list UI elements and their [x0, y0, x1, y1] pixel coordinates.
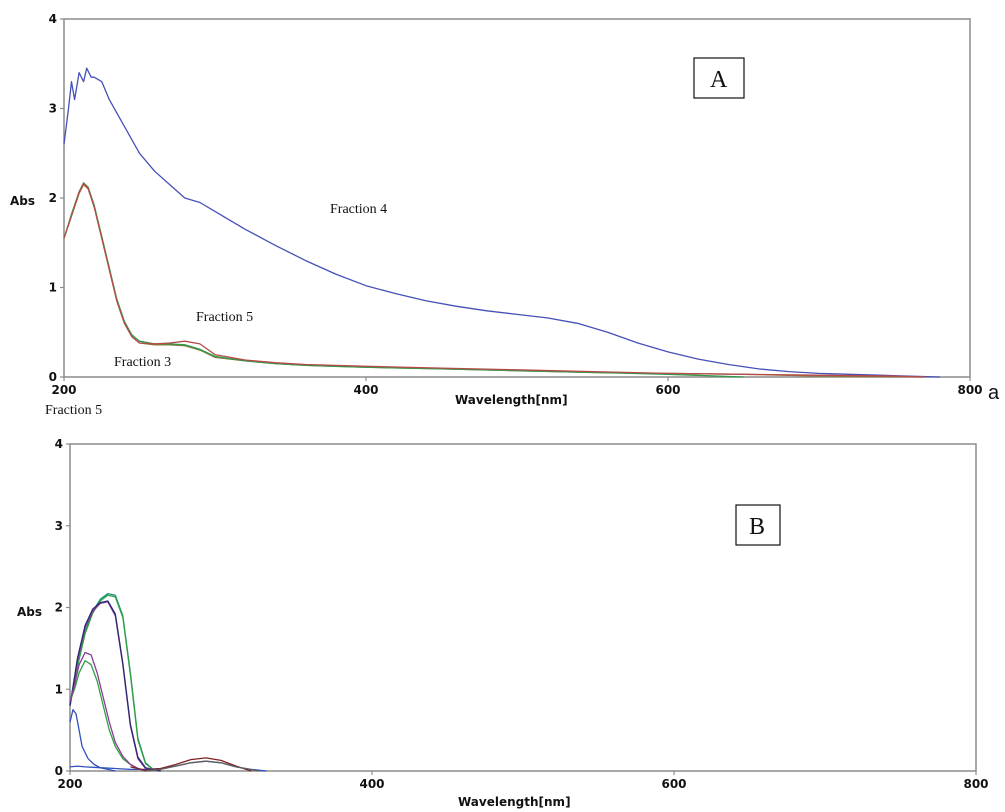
annotation-fraction-5-lower: Fraction 5: [45, 403, 102, 418]
panel-b-y-ticks: 0 1 2 3 4: [55, 437, 70, 778]
panel-a-y-tick-label: 4: [49, 12, 57, 26]
panel-a-y-tick-label: 0: [49, 370, 57, 384]
panel-a-y-ticks: 0 1 2 3 4: [49, 12, 64, 384]
panel-a-ylabel: Abs: [10, 194, 35, 208]
panel-b-y-tick-label: 2: [55, 601, 63, 615]
panel-b-series-line-6: [69, 651, 146, 772]
panel-a-series: [63, 67, 940, 378]
panel-b-y-tick-label: 0: [55, 764, 63, 778]
panel-a-y-tick-label: 1: [49, 281, 57, 295]
panel-a-x-tick-label: 600: [655, 383, 680, 397]
panel-a-series-line-1: [63, 67, 940, 378]
panel-b-series-line-2: [69, 594, 161, 772]
panel-a-letter: A: [710, 67, 728, 93]
panel-a-series-line-2: [63, 183, 925, 378]
panel-a-y-tick-label: 2: [49, 191, 57, 205]
panel-b-y-tick-label: 1: [55, 682, 63, 696]
annotation-fraction-5: Fraction 5: [196, 310, 253, 325]
panel-b-series-line-10: [145, 760, 259, 772]
panel-a-y-tick-label: 3: [49, 102, 57, 116]
panel-b-frame: [69, 443, 977, 772]
panel-b: 0 1 2 3 4 200 400 600 800 Abs Wavelength[nm] B: [17, 437, 989, 809]
annotation-fraction-4: Fraction 4: [330, 202, 387, 217]
panel-b-x-tick-label: 600: [661, 777, 686, 791]
panel-b-xlabel: Wavelength[nm]: [458, 795, 571, 809]
panel-b-series: [69, 592, 267, 772]
panel-b-letter: B: [749, 514, 765, 540]
panel-b-y-tick-label: 4: [55, 437, 63, 451]
panel-a-x-tick-label: 200: [51, 383, 76, 397]
panel-b-x-tick-label: 400: [359, 777, 384, 791]
panel-a-x-ticks: 200 400 600 800: [51, 377, 983, 397]
panel-b-series-line-4: [69, 600, 161, 772]
panel-a-x-tick-label: 400: [353, 383, 378, 397]
panel-a-xlabel: Wavelength[nm]: [455, 393, 568, 407]
panel-a-x-tick-label: 800: [957, 383, 982, 397]
panel-b-series-line-9: [130, 757, 252, 772]
panel-b-x-tick-label: 200: [57, 777, 82, 791]
panel-a-side-letter: a: [988, 382, 1000, 404]
annotation-fraction-3: Fraction 3: [114, 355, 171, 370]
panel-b-x-tick-label: 800: [963, 777, 988, 791]
panel-a-letter-box: [693, 57, 745, 99]
panel-b-letter-box: [735, 504, 781, 546]
panel-b-x-ticks: 200 400 600 800: [57, 771, 989, 791]
panel-b-ylabel: Abs: [17, 605, 42, 619]
panel-a-series-line-3: [63, 182, 744, 378]
panel-b-y-tick-label: 3: [55, 519, 63, 533]
panel-a-series-line-4: [63, 183, 925, 378]
panel-b-series-line-1: [69, 592, 161, 772]
